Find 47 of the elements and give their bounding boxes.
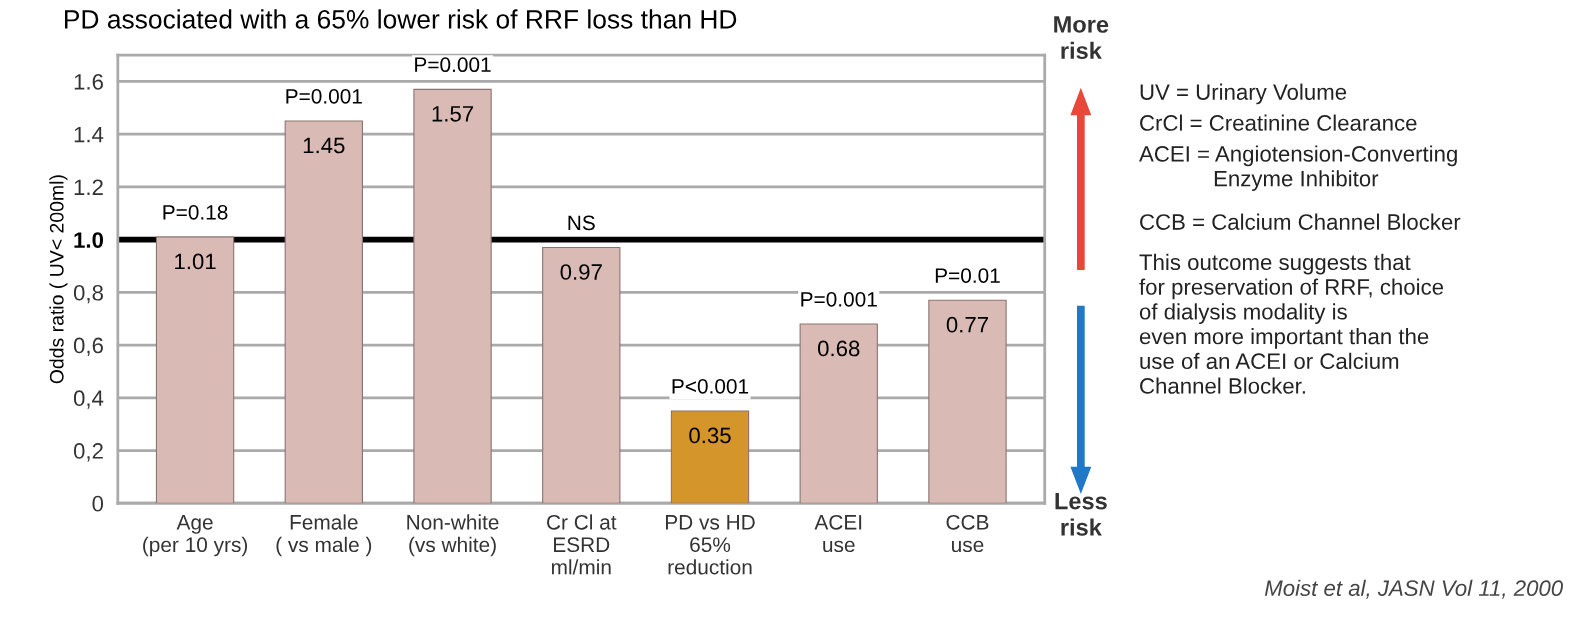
annotation: P=0.001 — [286, 88, 362, 104]
y-tick-label: 0,6 — [73, 337, 103, 356]
x-tick-label: Cr Cl at ESRD ml/min — [547, 514, 617, 575]
bar — [542, 246, 621, 504]
text: Moist et al, JASN Vol 11, 2000 — [1264, 579, 1563, 599]
bar — [670, 410, 750, 504]
data-label: 1.01 — [175, 253, 216, 270]
y-tick-label: 1.6 — [74, 73, 103, 90]
data-label: 1.57 — [432, 106, 474, 122]
bar — [284, 120, 363, 504]
data-label: 0.97 — [560, 264, 602, 280]
chart-title: PD associated with a 65% lower risk of RRF loss than HD — [65, 9, 737, 29]
annotation: P=0.18 — [163, 204, 228, 220]
annotation: P<0.001 — [672, 378, 749, 394]
annotation: P=0.01 — [935, 268, 1000, 283]
text: CCB = Calcium Channel Blocker — [1140, 213, 1461, 230]
text: CrCl = Creatinine Clearance — [1140, 114, 1417, 131]
y-tick-label: 1.2 — [74, 179, 103, 195]
data-label: 0.68 — [817, 340, 860, 357]
bar — [799, 323, 878, 504]
text: More risk — [1054, 16, 1109, 60]
text: ACEI = Angiotension-Converting Enzyme Inhibitor — [1139, 145, 1457, 191]
annotation: P=0.001 — [801, 291, 877, 307]
y-tick-label: 0,2 — [73, 443, 103, 462]
x-tick-label: ACEI use — [814, 514, 862, 553]
bar — [413, 88, 492, 504]
x-tick-label: PD vs HD 65% reduction — [665, 515, 755, 575]
data-label: 0.35 — [689, 427, 731, 444]
x-tick-label: Non-white (vs white) — [407, 514, 499, 557]
y-tick-label: 0 — [92, 495, 104, 512]
bar — [928, 299, 1007, 504]
annotation: P=0.001 — [415, 57, 491, 73]
data-label: 1.45 — [303, 137, 345, 154]
text: Less risk — [1055, 492, 1107, 536]
x-tick-label: CCB use — [946, 514, 989, 553]
y-tick-label: 0,4 — [73, 390, 104, 409]
y-axis-title: Odds ratio ( UV< 200ml) — [49, 175, 68, 384]
text: This outcome suggests that for preservation of RRF, choice of dialysis modality is even more important than the use of an ACEI or Calcium Channel Blocker. — [1139, 253, 1444, 394]
data-label: 0.77 — [946, 316, 988, 333]
bar — [155, 236, 235, 504]
x-tick-label: Age (per 10 yrs) — [143, 515, 248, 557]
y-tick-label: 1.4 — [74, 126, 104, 143]
y-tick-label: 1.0 — [74, 232, 104, 248]
annotation: NS — [568, 215, 595, 231]
text: UV = Urinary Volume — [1140, 83, 1347, 105]
y-tick-label: 0,8 — [73, 284, 103, 304]
x-tick-label: Female ( vs male ) — [276, 514, 372, 557]
